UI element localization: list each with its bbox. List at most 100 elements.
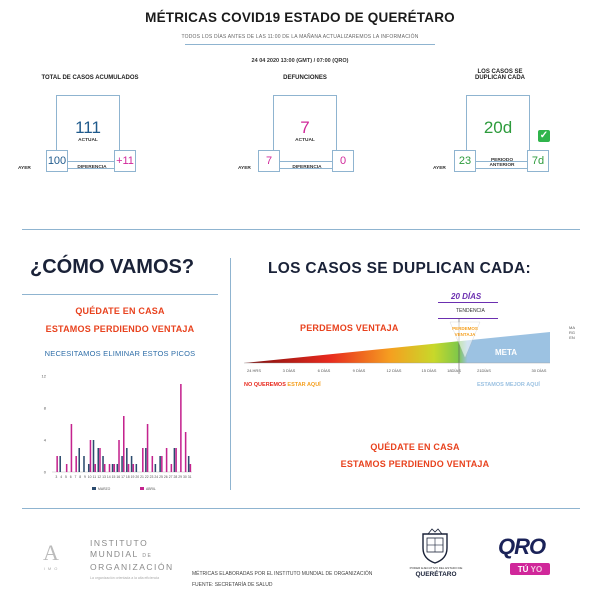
bottom-losing-advantage: ESTAMOS PERDIENDO VENTAJA	[340, 459, 490, 469]
bar-abril	[99, 448, 101, 472]
org-line2: MUNDIAL	[90, 549, 139, 559]
axis-tick-label: 21DÍAS	[477, 368, 491, 373]
x-tick-label: 24	[154, 475, 158, 479]
doubling-card: 20d	[466, 95, 530, 169]
bar-abril	[118, 440, 120, 472]
axis-tick-label: 15 DÍAS	[422, 368, 437, 373]
trend-label: TENDENCIA	[456, 308, 485, 314]
doubling-yesterday: 23	[454, 150, 476, 172]
bar-marzo	[111, 464, 114, 472]
divider	[22, 294, 218, 295]
bar-marzo	[87, 464, 90, 472]
x-tick-label: 26	[164, 475, 168, 479]
x-tick-label: 11	[93, 475, 97, 479]
cases-diff-label: DIFERENCIA	[77, 165, 107, 170]
gradient-ramp	[244, 332, 550, 363]
perdemos-label: PERDEMOS VENTAJA	[300, 323, 399, 333]
y-tick-label: 0	[44, 470, 47, 475]
x-tick-label: 4	[60, 475, 62, 479]
bar-marzo	[102, 456, 104, 472]
prev-label-line1: PERIODO	[490, 158, 514, 163]
bar-abril	[103, 464, 106, 472]
yo-label: YO	[530, 564, 543, 574]
cases-value: 111	[75, 118, 101, 137]
bar-abril	[127, 464, 130, 472]
better-here-note: ESTAMOS MEJOR AQUÍ	[477, 382, 540, 388]
bar-marzo	[92, 440, 95, 472]
x-tick-label: 3	[55, 475, 57, 479]
imo-logo-sub: I M O	[43, 566, 59, 571]
deaths-diff: 0	[332, 150, 354, 172]
x-tick-label: 27	[169, 475, 173, 479]
x-tick-label: 31	[188, 475, 192, 479]
cases-yesterday-label: AYER	[18, 166, 31, 171]
doubling-label: LOS CASOS SE DUPLICAN CADA	[455, 69, 545, 81]
qro-logo: QRO	[498, 534, 546, 559]
cases-diff: +11	[114, 150, 136, 172]
bar-abril	[132, 464, 135, 472]
bar-marzo	[59, 456, 61, 472]
chart-legend: MARZO ABRIL	[92, 487, 156, 491]
connector	[68, 161, 114, 162]
footer-divider	[22, 508, 580, 509]
legend-label: MARZO	[98, 487, 111, 491]
x-tick-label: 7	[74, 475, 76, 479]
bar-abril	[123, 416, 125, 472]
org-line3: ORGANIZACIÓN	[90, 562, 174, 572]
bar-abril	[89, 440, 92, 472]
margin-side-label: MARGEN	[569, 325, 575, 340]
bar-abril	[175, 448, 177, 472]
tuyo-badge: TÚ YO	[510, 563, 550, 575]
doubling-prev: 7d	[527, 150, 549, 172]
org-tagline: La organización orientada a la alta efic…	[90, 576, 160, 580]
doubling-section-title: LOS CASOS SE DUPLICAN CADA:	[268, 260, 532, 277]
x-tick-label: 28	[173, 475, 177, 479]
org-name: INSTITUTO MUNDIAL DE ORGANIZACIÓN	[90, 538, 174, 573]
bar-abril	[170, 464, 173, 472]
x-tick-label: 16	[116, 475, 120, 479]
bottom-stay-home: QUÉDATE EN CASA	[370, 442, 460, 452]
x-tick-label: 8	[79, 475, 81, 479]
bar-abril	[165, 448, 168, 472]
bar-marzo	[173, 448, 176, 472]
bar-marzo	[187, 456, 190, 472]
divider	[185, 44, 435, 45]
legend-swatch	[92, 487, 96, 490]
update-note: TODOS LOS DÍAS ANTES DE LAS 11:00 DE LA …	[181, 34, 419, 40]
org-line1: INSTITUTO	[90, 538, 149, 548]
page-title: MÉTRICAS COVID19 ESTADO DE QUERÉTARO	[145, 10, 455, 25]
bar-marzo	[130, 456, 133, 472]
gov-small: PODER EJECUTIVO DEL ESTADO DE	[409, 566, 463, 570]
not-here-orange: ESTAR AQUÍ	[287, 382, 321, 388]
bar-abril	[56, 456, 58, 472]
queretaro-shield-icon	[422, 528, 448, 564]
doubling-prev-label: PERIODO ANTERIOR	[482, 158, 522, 168]
meta-label: META	[495, 348, 517, 357]
trend-triangle	[449, 321, 481, 359]
x-tick-label: 22	[145, 475, 149, 479]
bar-marzo	[78, 448, 81, 472]
bar-abril	[70, 424, 73, 472]
y-tick-label: 8	[44, 406, 47, 411]
bar-abril	[189, 464, 192, 472]
x-tick-label: 20	[135, 475, 139, 479]
x-tick-label: 9	[84, 475, 86, 479]
axis-tick-label: 18DÍAS	[447, 368, 461, 373]
section-divider	[22, 229, 580, 230]
cases-label: TOTAL DE CASOS ACUMULADOS	[41, 75, 139, 81]
x-tick-label: 17	[121, 475, 125, 479]
x-tick-label: 13	[102, 475, 106, 479]
axis-tick-label: 24 HRS	[247, 368, 261, 373]
stay-home-text: QUÉDATE EN CASA	[75, 306, 165, 316]
peaks-note: NECESITAMOS ELIMINAR ESTOS PICOS	[44, 349, 196, 358]
x-tick-label: 29	[178, 475, 182, 479]
bar-abril	[180, 384, 182, 472]
connector	[280, 161, 332, 162]
deaths-label: DEFUNCIONES	[283, 75, 327, 81]
prev-label-line2: ANTERIOR	[489, 163, 515, 168]
org-de: DE	[142, 553, 153, 559]
cases-yesterday: 100	[46, 150, 68, 172]
badge-line1: PERDEMOS	[452, 326, 478, 331]
bar-marzo	[121, 456, 123, 472]
bar-marzo	[145, 448, 147, 472]
